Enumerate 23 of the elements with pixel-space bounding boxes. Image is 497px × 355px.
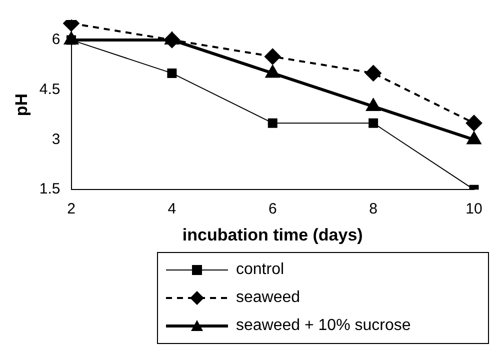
legend-label: seaweed + 10% sucrose [236,317,411,335]
point [167,68,177,78]
y-tick-label: 6 [52,31,60,48]
point [266,66,280,78]
y-tick-label: 1.5 [39,180,60,198]
point [467,132,481,144]
point [466,115,482,132]
point [365,65,382,82]
x-axis-title: incubation time (days) [182,225,363,244]
x-tick-label: 10 [466,200,482,218]
legend-label: control [236,261,284,279]
x-tick-label: 6 [268,200,277,218]
x-tick-label: 8 [369,200,378,218]
y-axis-title: pH [12,93,31,116]
point [268,118,278,128]
y-tick-label: 4.5 [39,80,60,98]
x-tick-label: 4 [168,200,176,218]
y-tick-label: 3 [52,130,60,148]
legend-label: seaweed [236,289,300,307]
point [368,118,378,128]
point [366,98,380,111]
x-tick-label: 2 [67,200,76,218]
point [264,48,281,65]
